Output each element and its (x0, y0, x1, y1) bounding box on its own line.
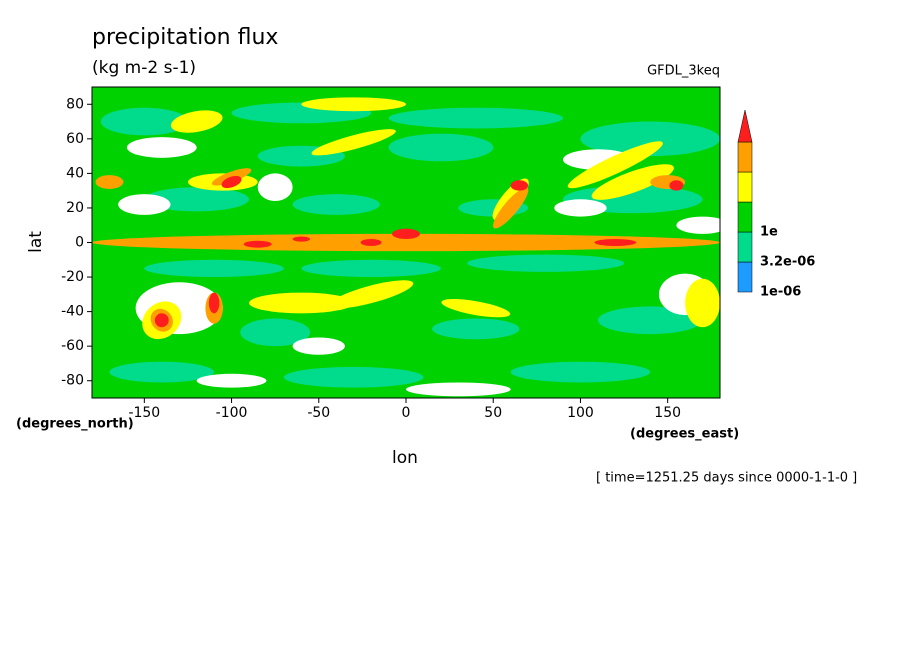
contour-region (580, 121, 720, 157)
contour-region (170, 110, 223, 133)
y-tick-label: 20 (66, 200, 84, 216)
colorbar-swatch (737, 141, 753, 173)
colorbar-label: 1e-06 (760, 285, 801, 300)
field (92, 87, 720, 398)
contour-region (510, 361, 651, 383)
y-tick-label: -60 (61, 338, 84, 354)
colorbar-swatch (737, 261, 753, 293)
contour-region (493, 187, 529, 229)
x-tick-label: -150 (128, 405, 160, 421)
x-tick-label: 100 (567, 405, 594, 421)
contour-region (567, 141, 663, 189)
contour-region (292, 236, 311, 242)
contour-region (144, 187, 249, 212)
contour-region (283, 366, 424, 388)
y-tick-label: 80 (66, 96, 84, 112)
contour-region (388, 107, 563, 129)
contour-region (676, 216, 720, 234)
chart-subtitle: (kg m-2 s-1) (92, 58, 196, 78)
contour-region (441, 299, 511, 318)
contour-region (100, 107, 188, 136)
x-axis-label: lon (392, 448, 418, 468)
colorbar-swatch (737, 171, 753, 203)
colorbar-swatch (737, 201, 753, 233)
y-tick-label: -20 (61, 269, 84, 285)
contour-region (292, 194, 380, 215)
contour-region (467, 254, 625, 272)
chart-title: precipitation flux (92, 25, 278, 50)
contour-region (240, 318, 311, 347)
contour-region (292, 337, 345, 355)
y-tick-label: 60 (66, 131, 84, 147)
y-units: (degrees_north) (16, 417, 134, 432)
contour-region (154, 313, 169, 328)
contour-region (126, 137, 197, 158)
colorbar-label: 3.2e-06 (760, 255, 815, 270)
contour-region (685, 278, 720, 328)
footer: [ time=1251.25 days since 0000-1-1-0 ] (596, 471, 857, 486)
contour-region (208, 292, 220, 314)
contour-region (360, 239, 382, 246)
y-axis-label: lat (26, 231, 46, 253)
x-tick-label: -100 (216, 405, 248, 421)
contour-region (257, 173, 293, 202)
contour-region (406, 382, 511, 397)
colorbar-swatch (737, 231, 753, 263)
y-tick-label: -40 (61, 304, 84, 320)
contour-region (301, 97, 406, 112)
contour-region (95, 175, 124, 189)
contour-region (591, 164, 674, 200)
contour-region (144, 259, 284, 278)
x-tick-label: 50 (484, 405, 502, 421)
contour-region (594, 239, 637, 246)
contour-region (249, 292, 354, 314)
contour-region (510, 180, 529, 191)
x-tick-label: -50 (307, 405, 330, 421)
contour-region (669, 180, 684, 191)
contour-region (392, 228, 420, 240)
contour-region (301, 259, 441, 278)
y-tick-label: 40 (66, 165, 84, 181)
contour-region (243, 240, 272, 248)
contour-region (311, 129, 396, 156)
y-tick-label: -80 (61, 373, 84, 389)
x-units: (degrees_east) (630, 427, 739, 442)
contour-region (388, 133, 494, 162)
x-tick-label: 150 (654, 405, 681, 421)
model-name: GFDL_3keq (647, 64, 720, 79)
contour-region (554, 199, 607, 217)
colorbar-label: 1e (760, 225, 778, 240)
contour-region (109, 361, 215, 383)
y-tick-label: 0 (75, 235, 84, 251)
contour-region (118, 194, 171, 215)
contour-region (196, 373, 267, 388)
contour-region (432, 318, 520, 340)
x-tick-label: 0 (402, 405, 411, 421)
colorbar-arrow (737, 109, 753, 143)
contour-region (221, 175, 242, 189)
